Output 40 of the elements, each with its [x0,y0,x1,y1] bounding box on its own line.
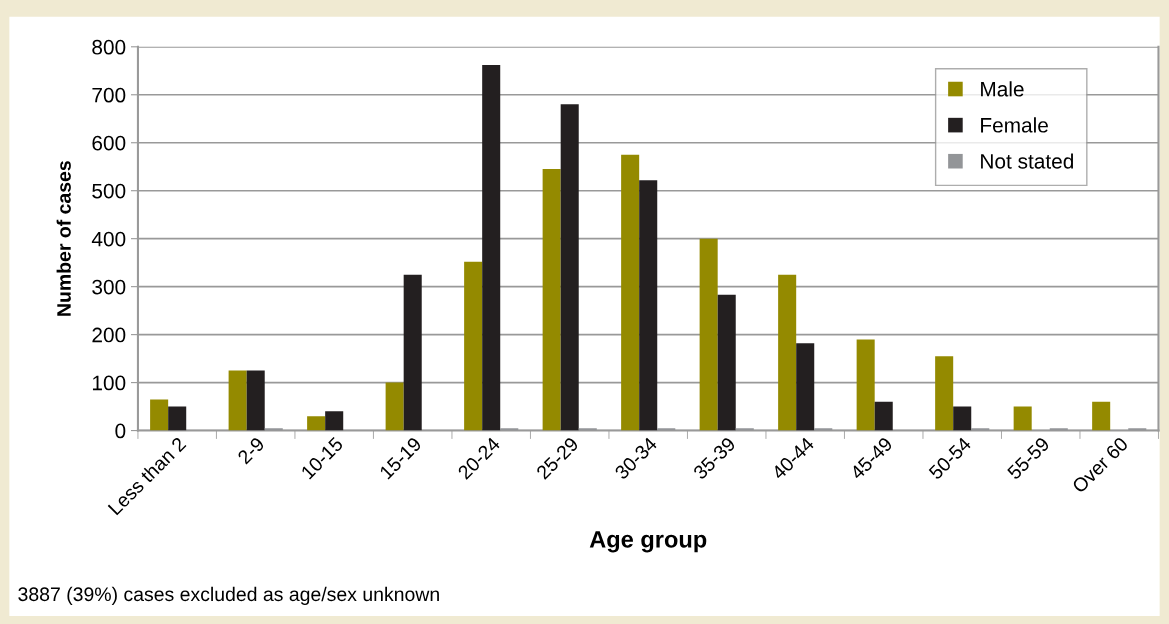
bar [482,65,501,431]
bar [874,401,893,431]
bar [935,356,954,431]
y-tick-label: 400 [91,231,126,247]
x-tick-label: 2-9 [236,436,266,465]
bar [699,238,718,431]
y-tick-label: 600 [92,135,126,151]
bar [246,370,265,431]
y-tick-label: 700 [92,87,126,103]
y-tick-label: 200 [92,327,126,343]
bar [228,370,247,431]
bar [778,274,797,431]
y-tick-label: 300 [92,279,126,295]
bar [385,382,404,431]
bar [621,154,640,431]
bar [168,406,187,431]
x-axis-title: Age group [589,531,707,553]
bar [542,169,561,431]
bar [639,180,658,431]
bar [953,406,972,431]
y-axis-title: Number of cases [56,161,71,316]
y-tick-label: 0 [115,423,126,439]
bar [717,294,736,431]
legend-label: Female [981,117,1048,133]
bar [307,416,326,431]
bar [856,339,875,431]
bar [796,343,815,431]
bar [150,399,169,431]
bar [1013,406,1032,431]
legend-label: Male [981,81,1024,97]
legend-label: Not stated [981,153,1073,169]
y-tick-label: 100 [92,375,126,391]
bar [560,104,579,431]
bar [325,411,344,431]
bar [1092,401,1111,431]
bar [464,261,483,431]
bar [403,274,422,431]
text: 3887 (39%) cases excluded as age/sex unknown [18,586,439,605]
y-tick-label: 500 [92,183,126,199]
y-tick-label: 800 [92,39,126,55]
